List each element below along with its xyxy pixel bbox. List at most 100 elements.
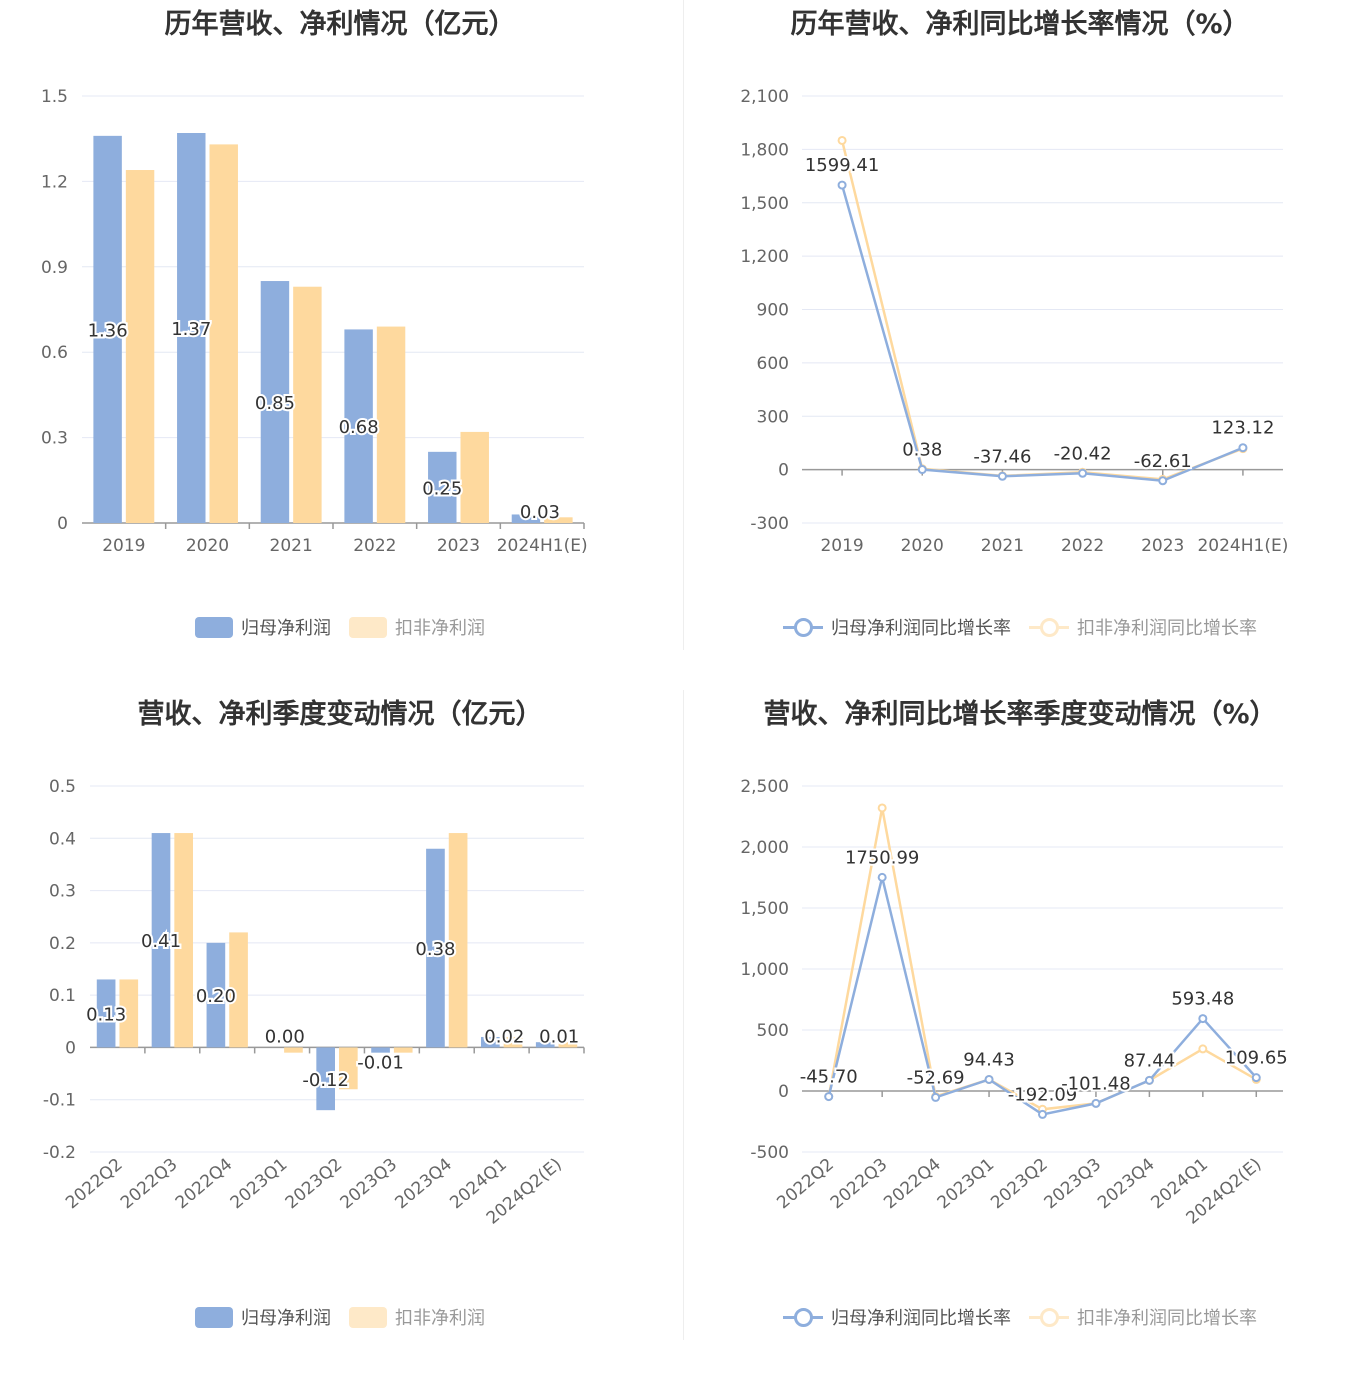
data-label: -37.46 bbox=[973, 446, 1031, 467]
quarterly-growth-plot: 2,500 2,000 1,500 1,000 500 0 -5002022Q22022Q3… bbox=[740, 777, 1289, 1229]
data-label: 87.44 bbox=[1124, 1050, 1176, 1071]
bar-series-1 bbox=[206, 942, 226, 1048]
data-point-series-1 bbox=[1091, 1098, 1101, 1108]
y-tick-label: 0.6 bbox=[41, 343, 68, 363]
data-label: -192.09 bbox=[1008, 1084, 1077, 1105]
x-tick-label: 2023Q2 bbox=[282, 1155, 347, 1214]
data-label: 0.85 bbox=[255, 393, 295, 414]
y-tick-label: 0.3 bbox=[41, 429, 68, 449]
x-tick-label: 2023Q2 bbox=[987, 1155, 1052, 1214]
legend-item-series-2[interactable]: 扣非净利润 bbox=[349, 1304, 485, 1330]
y-tick-label: 600 bbox=[757, 354, 789, 374]
annual-growth-chart: 历年营收、净利同比增长率情况（%） 2,100 1,800 1,500 1,200 90… bbox=[680, 0, 1360, 690]
bar-series-2 bbox=[544, 517, 573, 523]
y-tick-label: -300 bbox=[750, 514, 789, 534]
y-tick-label: 1,800 bbox=[740, 140, 789, 160]
x-tick-label: 2023Q1 bbox=[934, 1155, 999, 1214]
y-tick-label: -500 bbox=[750, 1143, 789, 1163]
y-tick-label: 0 bbox=[65, 1038, 76, 1058]
bar-series-2 bbox=[339, 1047, 358, 1090]
x-tick-label: 2024H1(E) bbox=[1197, 536, 1288, 556]
x-tick-label: 2019 bbox=[102, 536, 145, 556]
legend-item-series-2[interactable]: 扣非净利润同比增长率 bbox=[1029, 614, 1257, 640]
x-tick-label: 2022Q3 bbox=[117, 1155, 182, 1214]
data-point-series-2 bbox=[837, 135, 847, 145]
data-label: 1750.99 bbox=[845, 847, 919, 868]
y-tick-label: 0.2 bbox=[49, 934, 76, 954]
data-point-series-1 bbox=[1078, 468, 1088, 478]
bar-series-2 bbox=[376, 326, 406, 523]
bar-series-2 bbox=[284, 1047, 303, 1053]
y-tick-label: 2,500 bbox=[740, 777, 789, 797]
bar-series-2 bbox=[125, 170, 155, 523]
y-tick-label: 0 bbox=[57, 514, 68, 534]
legend-swatch bbox=[349, 1306, 387, 1328]
x-tick-label: 2022Q2 bbox=[773, 1155, 838, 1214]
y-tick-label: 500 bbox=[757, 1021, 789, 1041]
bar-series-1 bbox=[511, 514, 541, 523]
data-point-series-2 bbox=[877, 803, 887, 813]
legend-swatch bbox=[1029, 617, 1069, 637]
x-tick-label: 2023 bbox=[1141, 536, 1184, 556]
legend-label: 归母净利润 bbox=[241, 1308, 331, 1329]
bar-series-2 bbox=[503, 1036, 523, 1048]
y-tick-label: -0.1 bbox=[43, 1091, 76, 1111]
y-tick-label: 0.9 bbox=[41, 258, 68, 278]
x-tick-label: 2023Q3 bbox=[1041, 1155, 1106, 1214]
data-point-series-1 bbox=[917, 465, 927, 475]
y-tick-label: 1,500 bbox=[740, 899, 789, 919]
x-tick-label: 2023Q4 bbox=[1094, 1155, 1159, 1214]
bar-series-1 bbox=[371, 1047, 390, 1053]
x-tick-label: 2022Q3 bbox=[827, 1155, 892, 1214]
legend-label: 扣非净利润 bbox=[395, 1308, 485, 1329]
bar-series-2 bbox=[460, 431, 489, 523]
data-label: -62.61 bbox=[1134, 451, 1192, 472]
data-label: 0.20 bbox=[196, 986, 236, 1007]
data-label: 0.25 bbox=[422, 478, 462, 499]
line-series-1 bbox=[840, 184, 1244, 483]
legend-label: 扣非净利润 bbox=[395, 618, 485, 639]
legend-item-series-1[interactable]: 归母净利润同比增长率 bbox=[783, 614, 1011, 640]
annual-profit-plot: 1.5 1.2 0.9 0.6 0.3 0 2019 2020 2021 2022 2023 2024… bbox=[41, 87, 588, 556]
data-label: 0.01 bbox=[539, 1026, 579, 1047]
y-tick-label: 0.3 bbox=[49, 882, 76, 902]
chart-title: 历年营收、净利情况（亿元） bbox=[164, 9, 516, 40]
x-tick-label: 2021 bbox=[981, 536, 1024, 556]
legend-label: 归母净利润同比增长率 bbox=[831, 618, 1011, 639]
bar-series-1 bbox=[96, 979, 116, 1048]
bar-series-1 bbox=[260, 281, 290, 523]
data-label: -45.70 bbox=[800, 1067, 858, 1088]
data-label: 1.36 bbox=[88, 320, 128, 341]
legend-label: 扣非净利润同比增长率 bbox=[1077, 618, 1257, 639]
panel-separator-bottom bbox=[683, 690, 684, 1340]
data-point-series-1 bbox=[824, 1092, 834, 1102]
x-tick-label: 2023Q4 bbox=[391, 1155, 456, 1214]
legend-label: 扣非净利润同比增长率 bbox=[1077, 1308, 1257, 1329]
y-tick-label: 300 bbox=[757, 407, 789, 427]
data-label: 0.03 bbox=[520, 502, 560, 523]
legend-item-series-1[interactable]: 归母净利润 bbox=[195, 1304, 331, 1330]
bar-series-1 bbox=[535, 1042, 555, 1048]
x-tick-label: 2023 bbox=[437, 536, 480, 556]
bar-series-2 bbox=[393, 1047, 413, 1053]
data-label: 1.37 bbox=[171, 319, 211, 340]
bar-series-1 bbox=[316, 1047, 335, 1111]
data-point-series-1 bbox=[837, 180, 847, 190]
y-tick-label: 1,200 bbox=[740, 247, 789, 267]
legend-item-series-1[interactable]: 归母净利润 bbox=[195, 614, 331, 640]
legend-item-series-1[interactable]: 归母净利润同比增长率 bbox=[783, 1304, 1011, 1330]
annual-growth-plot: 2,100 1,800 1,500 1,200 900 600 300 0 -300 2019 20… bbox=[740, 87, 1288, 556]
data-label: 123.12 bbox=[1211, 418, 1274, 439]
legend-swatch bbox=[783, 617, 823, 637]
legend-item-series-2[interactable]: 扣非净利润 bbox=[349, 614, 485, 640]
legend-item-series-2[interactable]: 扣非净利润同比增长率 bbox=[1029, 1304, 1257, 1330]
data-point-series-1 bbox=[877, 872, 887, 882]
data-point-series-2 bbox=[1198, 1044, 1208, 1054]
quarterly-profit-plot: 0.5 0.4 0.3 0.2 0.1 0 -0.1 -0.22022Q22022Q32022… bbox=[43, 777, 585, 1229]
quarterly-growth-chart: 营收、净利同比增长率季度变动情况（%） 2,500 2,000 1,500 1,000… bbox=[680, 690, 1360, 1380]
x-tick-label: 2022 bbox=[1061, 536, 1104, 556]
bar-series-1 bbox=[151, 833, 171, 1048]
y-tick-label: 0.5 bbox=[49, 777, 76, 797]
y-tick-label: 0 bbox=[778, 1082, 789, 1102]
y-tick-label: 1.5 bbox=[41, 87, 68, 107]
